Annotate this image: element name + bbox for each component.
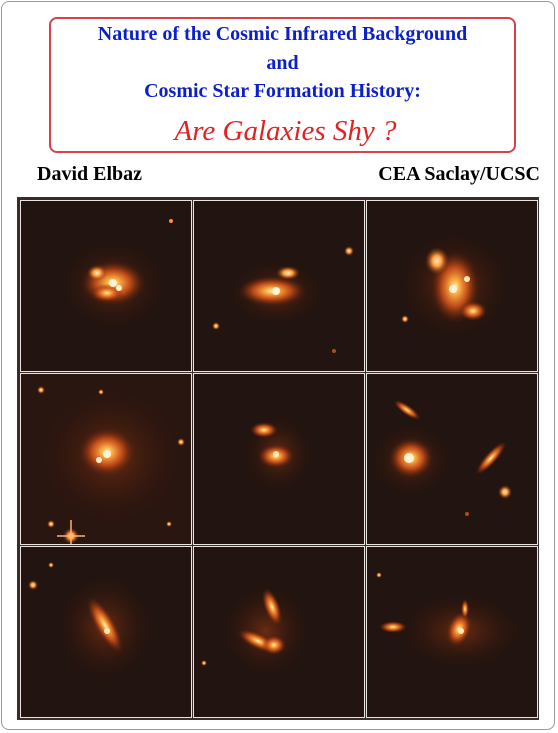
galaxy-panel-2 bbox=[193, 200, 365, 372]
title-box: Nature of the Cosmic Infrared Background… bbox=[49, 17, 516, 153]
galaxy-panel-1 bbox=[20, 200, 192, 372]
galaxy-image-1 bbox=[21, 201, 191, 371]
author-name: David Elbaz bbox=[37, 163, 143, 185]
galaxy-image-7 bbox=[21, 547, 191, 717]
galaxy-image-3 bbox=[367, 201, 537, 371]
galaxy-image-2 bbox=[194, 201, 364, 371]
title-line-3: Cosmic Star Formation History: bbox=[144, 80, 421, 102]
galaxy-image-grid bbox=[17, 197, 539, 720]
title-line-2: and bbox=[266, 52, 299, 74]
galaxy-panel-6 bbox=[366, 373, 538, 545]
galaxy-panel-3 bbox=[366, 200, 538, 372]
galaxy-panel-4 bbox=[20, 373, 192, 545]
title-line-1: Nature of the Cosmic Infrared Background bbox=[97, 23, 468, 45]
galaxy-image-6 bbox=[367, 374, 537, 544]
galaxy-panel-5 bbox=[193, 373, 365, 545]
galaxy-panel-8 bbox=[193, 546, 365, 718]
galaxy-image-9 bbox=[367, 547, 537, 717]
subtitle: Are Galaxies Shy ? bbox=[174, 115, 397, 147]
galaxy-image-5 bbox=[194, 374, 364, 544]
galaxy-panel-7 bbox=[20, 546, 192, 718]
author-affiliation: CEA Saclay/UCSC bbox=[378, 163, 540, 185]
galaxy-image-4 bbox=[21, 374, 191, 544]
galaxy-panel-9 bbox=[366, 546, 538, 718]
galaxy-image-8 bbox=[194, 547, 364, 717]
